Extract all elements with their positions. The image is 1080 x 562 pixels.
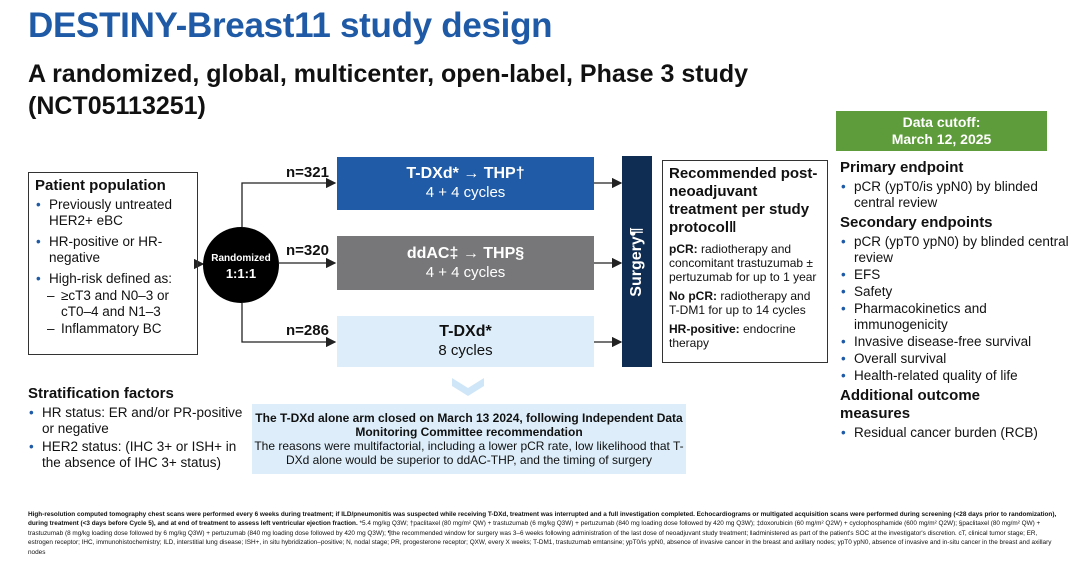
nopcr-label: No pCR:	[669, 289, 717, 303]
cutoff-label: Data cutoff:	[902, 114, 981, 130]
list-subitem: ≥cT3 and N0–3 or cT0–4 and N1–3	[35, 288, 191, 320]
arm-2-box: ddAC‡ → THP§ 4 + 4 cycles	[337, 236, 594, 290]
arm-3-n: n=286	[286, 322, 329, 339]
arm-cycles: 4 + 4 cycles	[425, 184, 506, 201]
patient-population-box: Patient population Previously untreated …	[28, 172, 198, 355]
data-cutoff-badge: Data cutoff: March 12, 2025	[836, 111, 1047, 151]
arm-3-box: T-DXd* 8 cycles	[337, 316, 594, 367]
patient-population-heading: Patient population	[35, 177, 166, 194]
footnotes: High-resolution computed tomography ches…	[28, 510, 1058, 557]
stratification-factors: Stratification factors HR status: ER and…	[28, 385, 243, 473]
list-item: Previously untreated HER2+ eBC	[35, 197, 191, 229]
arm-2-n: n=320	[286, 242, 329, 259]
arm-cycles: 4 + 4 cycles	[425, 264, 506, 281]
recommended-treatment-box: Recommended post-neoadjuvant treatment p…	[662, 160, 828, 363]
nopcr-desc: radiotherapy and T-DM1 for up to 14 cycl…	[669, 289, 811, 317]
closure-note-heading: The T-DXd alone arm closed on March 13 2…	[255, 411, 683, 439]
arm-1-box: T-DXd* → THP† 4 + 4 cycles	[337, 157, 594, 210]
recommended-heading: Recommended post-neoadjuvant treatment p…	[669, 165, 818, 236]
footnote-text: *5.4 mg/kg Q3W; †paclitaxel (80 mg/m² QW…	[28, 520, 1052, 556]
page-subtitle: A randomized, global, multicenter, open-…	[28, 60, 749, 120]
list-item: pCR (ypT0/is ypN0) by blinded central re…	[840, 179, 1070, 211]
endpoints-panel: Primary endpoint pCR (ypT0/is ypN0) by b…	[840, 157, 1070, 442]
secondary-endpoints-heading: Secondary endpoints	[840, 214, 993, 231]
hr-text: HR-positive: endocrine therapy	[669, 322, 821, 350]
pcr-label: pCR:	[669, 242, 698, 256]
list-item: Residual cancer burden (RCB)	[840, 425, 1070, 441]
list-item: EFS	[840, 267, 1070, 283]
surgery-bar: Surgery¶	[622, 156, 652, 367]
list-item: HER2 status: (IHC 3+ or ISH+ in the abse…	[28, 439, 243, 471]
footnote-bold: High-resolution computed tomography ches…	[28, 511, 1057, 528]
randomization-ratio: 1:1:1	[225, 266, 257, 281]
pcr-desc: radiotherapy and concomitant trastuzumab…	[669, 242, 817, 284]
list-item: HR status: ER and/or PR-positive or nega…	[28, 405, 243, 437]
closure-note-text: The reasons were multifactorial, includi…	[254, 439, 684, 467]
list-item: Invasive disease-free survival	[840, 334, 1070, 350]
arm-title: T-DXd* → THP†	[406, 165, 525, 182]
list-item: High-risk defined as:	[35, 271, 191, 287]
arm-title: ddAC‡ → THP§	[406, 245, 525, 262]
chevron-down-icon	[452, 378, 484, 396]
list-item: pCR (ypT0 ypN0) by blinded central revie…	[840, 234, 1070, 266]
hr-desc: endocrine therapy	[669, 322, 796, 350]
arm-title: T-DXd*	[439, 323, 492, 340]
hr-label: HR-positive:	[669, 322, 740, 336]
list-item: Health-related quality of life	[840, 368, 1070, 384]
pcr-text: pCR: radiotherapy and concomitant trastu…	[669, 242, 821, 284]
surgery-label: Surgery¶	[628, 226, 645, 297]
list-item: HR-positive or HR-negative	[35, 234, 191, 266]
cutoff-date: March 12, 2025	[891, 131, 992, 147]
arm-closure-note: The T-DXd alone arm closed on March 13 2…	[252, 404, 686, 474]
arm-cycles: 8 cycles	[438, 342, 493, 359]
stratification-heading: Stratification factors	[28, 385, 174, 402]
page-title: DESTINY-Breast11 study design	[28, 6, 553, 45]
randomization-node: Randomized 1:1:1	[203, 227, 279, 303]
list-item: Safety	[840, 284, 1070, 300]
primary-endpoint-heading: Primary endpoint	[840, 159, 964, 176]
nopcr-text: No pCR: radiotherapy and T-DM1 for up to…	[669, 289, 821, 317]
additional-outcomes-heading: Additional outcome measures	[840, 387, 980, 422]
list-subitem: Inflammatory BC	[35, 321, 191, 337]
arm-1-n: n=321	[286, 164, 329, 181]
list-item: Pharmacokinetics and immunogenicity	[840, 301, 1070, 333]
randomized-label: Randomized	[211, 253, 271, 264]
list-item: Overall survival	[840, 351, 1070, 367]
